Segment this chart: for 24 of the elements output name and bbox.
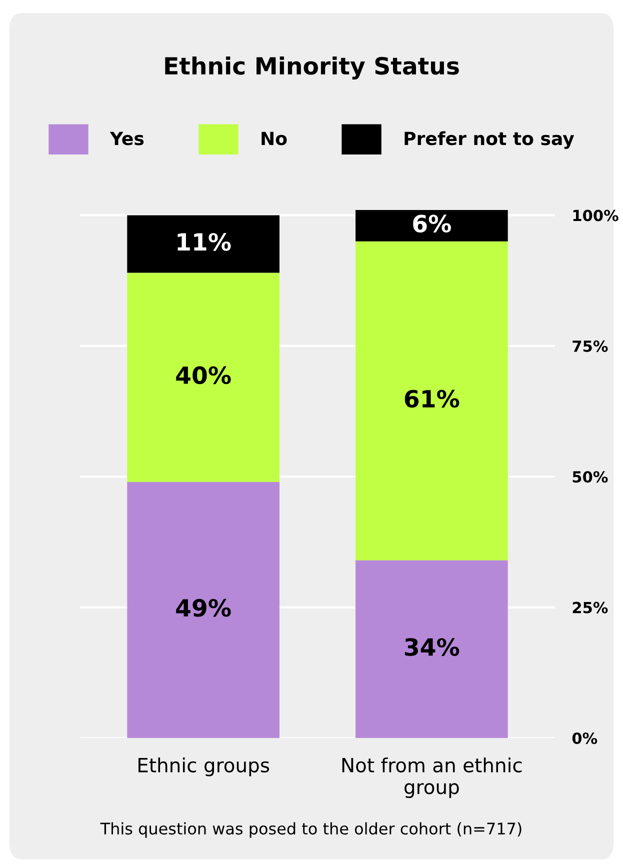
bar [356, 560, 508, 738]
data-label: 49% [176, 598, 231, 617]
data-label: 34% [405, 638, 460, 656]
data-label: 61% [404, 390, 460, 408]
text: This question was posed to the older cohort (n=717) [100, 822, 522, 838]
bar [127, 482, 280, 738]
bar [356, 210, 508, 242]
data-label: 40% [176, 366, 231, 384]
bar [127, 272, 280, 482]
chart-title: Ethnic Minority Status [165, 56, 459, 80]
legend-label: Yes [110, 132, 144, 146]
y-tick-label: 50% [572, 471, 608, 483]
y-tick-label: 100% [573, 210, 618, 222]
y-tick-label: 75% [572, 340, 608, 352]
data-label: 11% [178, 232, 231, 251]
legend-label: Prefer not to say [404, 131, 574, 149]
bar [356, 241, 508, 560]
x-tick-label: Not from an ethnic group [342, 757, 522, 798]
x-tick-label: Ethnic groups [138, 757, 270, 776]
y-tick-label: 0% [572, 732, 598, 744]
legend-label: No [262, 132, 287, 146]
data-label: 6% [413, 214, 451, 233]
y-tick-label: 25% [572, 602, 608, 614]
bar [127, 215, 280, 273]
